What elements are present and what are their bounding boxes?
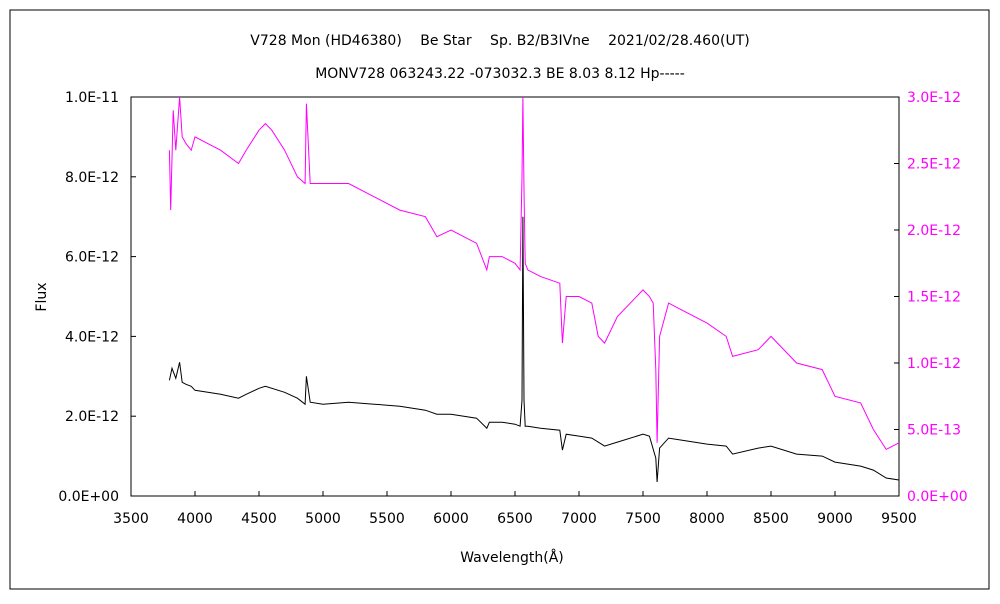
x-tick-label: 5500 bbox=[369, 511, 405, 527]
left-y-tick-label: 4.0E-12 bbox=[65, 329, 119, 345]
series-group bbox=[168, 96, 900, 483]
right-y-tick-label: 1.5E-12 bbox=[907, 290, 961, 306]
chart-subtitle: MONV728 063243.22 -073032.3 BE 8.03 8.12… bbox=[315, 66, 685, 82]
magenta-spectrum-line bbox=[168, 96, 900, 451]
x-axis-label: Wavelength(Å) bbox=[460, 549, 564, 566]
x-tick-label: 8500 bbox=[753, 511, 789, 527]
right-y-tick-label: 1.0E-12 bbox=[907, 356, 961, 372]
right-y-tick-label: 2.0E-12 bbox=[907, 223, 961, 239]
left-y-tick-label: 0.0E+00 bbox=[58, 489, 119, 505]
x-tick-label: 6000 bbox=[433, 511, 469, 527]
right-y-tick-label: 3.0E-12 bbox=[907, 90, 961, 106]
x-tick-label: 4500 bbox=[241, 511, 277, 527]
x-axis-ticks: 3500 4000 4500 5000 5500 6000 6500 7000 7500 8000… bbox=[113, 491, 917, 527]
left-y-tick-label: 8.0E-12 bbox=[65, 170, 119, 186]
left-y-tick-label: 6.0E-12 bbox=[65, 250, 119, 266]
right-y-tick-label: 0.0E+00 bbox=[907, 489, 968, 505]
black-spectrum-line bbox=[168, 216, 900, 483]
right-y-tick-label: 5.0E-13 bbox=[907, 423, 961, 439]
x-tick-label: 4000 bbox=[177, 511, 213, 527]
left-y-tick-label: 2.0E-12 bbox=[65, 409, 119, 425]
x-tick-label: 7000 bbox=[561, 511, 597, 527]
chart-title: V728 Mon (HD46380) Be Star Sp. B2/B3IVne… bbox=[250, 33, 749, 49]
left-y-tick-label: 1.0E-11 bbox=[65, 90, 119, 106]
left-y-axis-ticks: 0.0E+00 2.0E-12 4.0E-12 6.0E-12 8.0E-12 1.0E-… bbox=[58, 90, 136, 505]
plot-area bbox=[130, 96, 900, 497]
x-tick-label: 6500 bbox=[497, 511, 533, 527]
right-y-axis-ticks: 0.0E+00 5.0E-13 1.0E-12 1.5E-12 2.0E-12 2.5E-… bbox=[894, 90, 968, 505]
x-tick-label: 5000 bbox=[305, 511, 341, 527]
y-axis-label: Flux bbox=[34, 282, 50, 311]
x-tick-label: 9500 bbox=[881, 511, 917, 527]
x-tick-label: 3500 bbox=[113, 511, 149, 527]
x-tick-label: 9000 bbox=[817, 511, 853, 527]
right-y-tick-label: 2.5E-12 bbox=[907, 157, 961, 173]
x-tick-label: 7500 bbox=[625, 511, 661, 527]
x-tick-label: 8000 bbox=[689, 511, 725, 527]
